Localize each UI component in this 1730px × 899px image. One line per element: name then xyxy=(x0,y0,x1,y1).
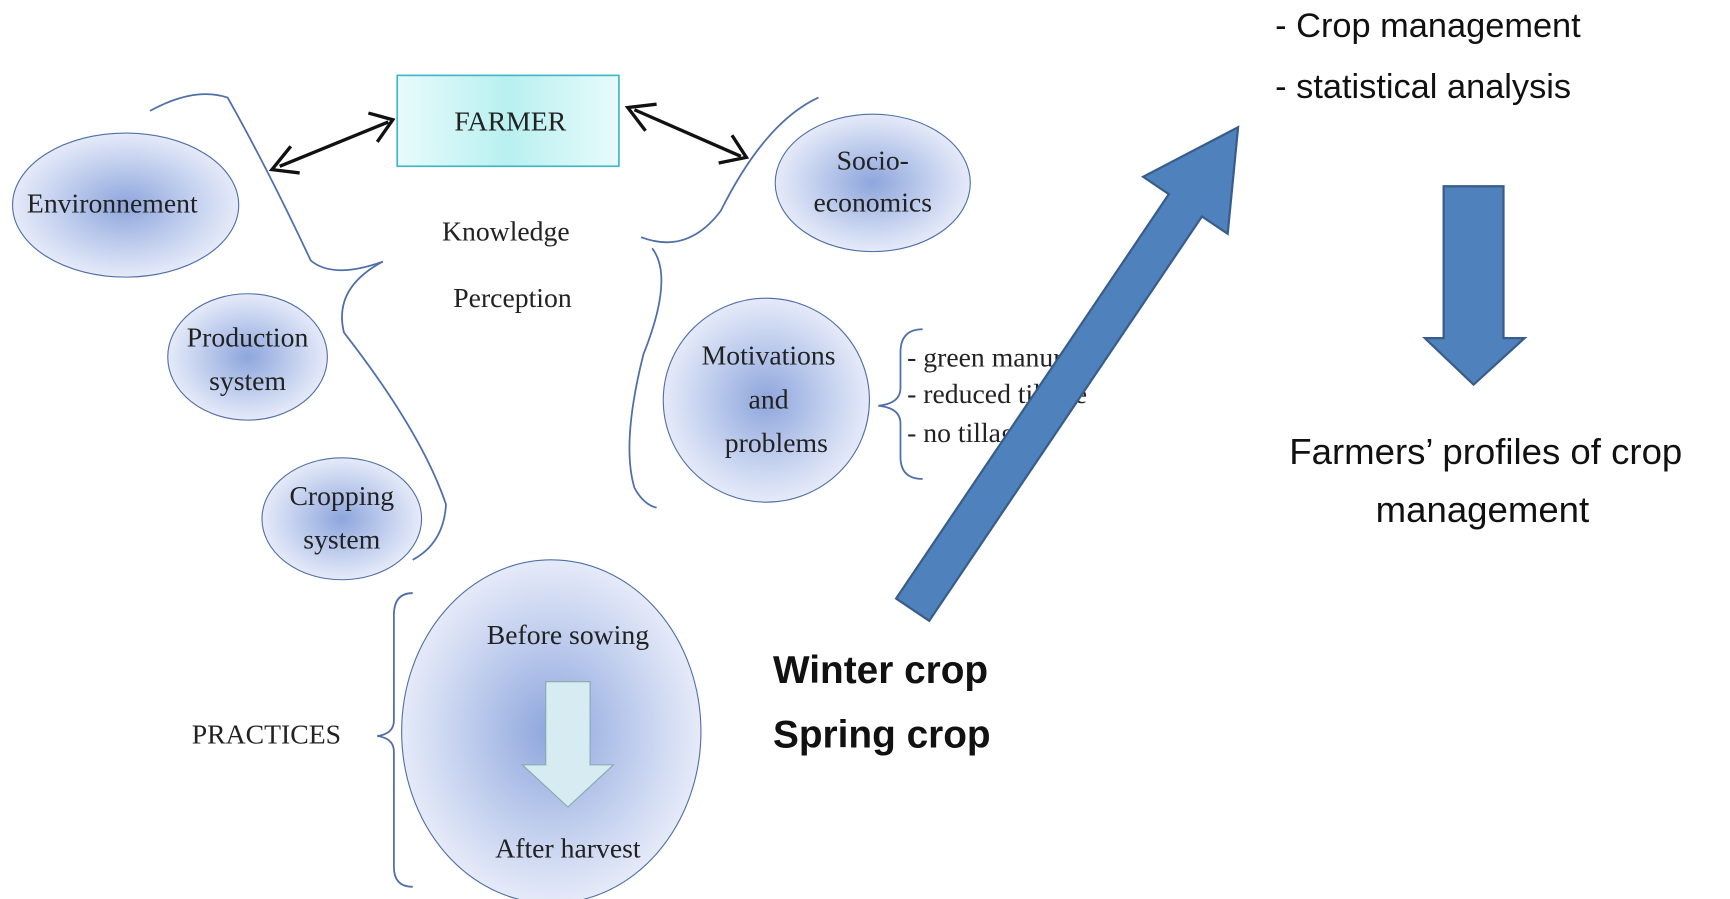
node-label: system xyxy=(303,523,380,554)
brace-left-top xyxy=(149,93,384,272)
result-line: Farmers’ profiles of crop xyxy=(1289,431,1682,472)
node xyxy=(774,113,971,253)
brace-left-bottom xyxy=(341,260,447,561)
brace-right-bottom xyxy=(628,247,663,509)
header-line: - Crop management xyxy=(1275,7,1581,45)
node-label: problems xyxy=(725,427,828,458)
sequence-arrow xyxy=(521,681,615,808)
practices-after: After harvest xyxy=(495,833,641,864)
node-label: economics xyxy=(814,186,932,217)
node-label: system xyxy=(209,365,286,396)
node-label: Motivations xyxy=(702,339,836,370)
header-line: - statistical analysis xyxy=(1275,68,1571,106)
double-arrow xyxy=(268,102,750,175)
node-label: Socio- xyxy=(837,144,909,175)
crop-label: Spring crop xyxy=(773,713,991,756)
node xyxy=(167,293,328,421)
big-arrow xyxy=(894,125,1240,623)
brace-list xyxy=(878,328,923,480)
node-label: and xyxy=(749,384,789,415)
practices-label: PRACTICES xyxy=(192,719,341,750)
node xyxy=(662,297,870,503)
node-label: Environnement xyxy=(27,188,198,219)
crop-label: Winter crop xyxy=(773,649,988,692)
farmer-box xyxy=(396,74,620,168)
node-label: Production xyxy=(187,322,309,353)
farmer-label: FARMER xyxy=(454,106,566,137)
farmer-line: Perception xyxy=(453,282,572,313)
brace-right-top xyxy=(640,96,819,244)
down-arrow xyxy=(1422,185,1528,387)
node xyxy=(12,132,240,278)
brace-practices xyxy=(377,592,413,888)
node-label: Cropping xyxy=(289,480,394,511)
practices-before: Before sowing xyxy=(487,619,649,650)
node xyxy=(261,457,423,581)
result-line: management xyxy=(1376,489,1590,530)
farmer-line: Knowledge xyxy=(442,215,570,246)
